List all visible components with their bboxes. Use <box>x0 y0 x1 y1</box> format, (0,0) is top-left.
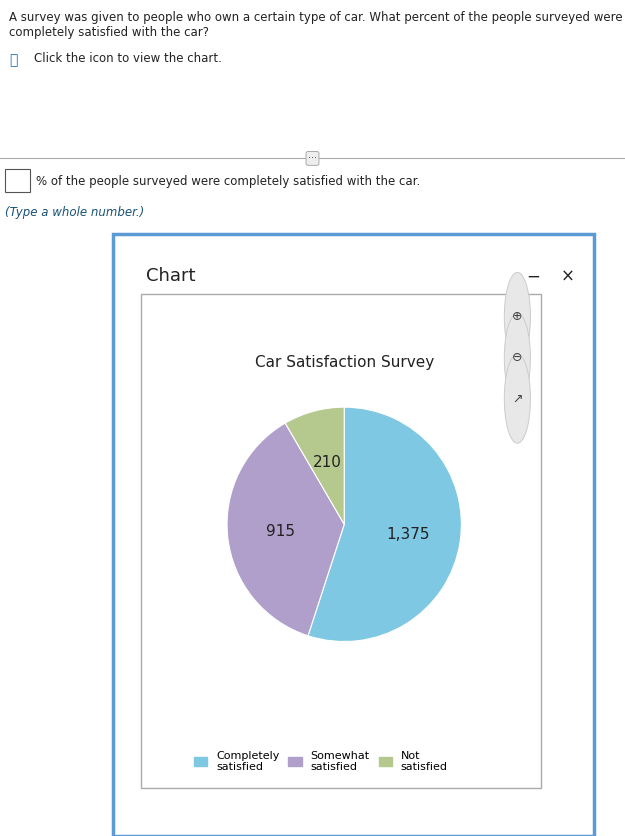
Text: ×: × <box>561 268 574 285</box>
Text: 210: 210 <box>313 455 342 470</box>
Circle shape <box>504 314 531 402</box>
Text: Chart: Chart <box>146 268 196 285</box>
Text: 1,375: 1,375 <box>386 527 429 542</box>
Title: Car Satisfaction Survey: Car Satisfaction Survey <box>254 354 434 370</box>
Text: (Type a whole number.): (Type a whole number.) <box>5 206 144 219</box>
FancyBboxPatch shape <box>141 294 541 788</box>
Text: ···: ··· <box>308 154 317 163</box>
Wedge shape <box>285 407 344 524</box>
Text: Click the icon to view the chart.: Click the icon to view the chart. <box>34 52 222 65</box>
Wedge shape <box>308 407 461 641</box>
Text: ↗: ↗ <box>512 392 522 405</box>
Text: ⊕: ⊕ <box>512 310 522 324</box>
Circle shape <box>504 354 531 443</box>
Text: 915: 915 <box>266 523 294 538</box>
FancyBboxPatch shape <box>5 169 30 191</box>
Text: A survey was given to people who own a certain type of car. What percent of the : A survey was given to people who own a c… <box>9 11 623 38</box>
Wedge shape <box>227 423 344 636</box>
Text: −: − <box>527 268 541 285</box>
Text: % of the people surveyed were completely satisfied with the car.: % of the people surveyed were completely… <box>36 175 421 188</box>
Circle shape <box>504 273 531 361</box>
Text: ⊖: ⊖ <box>512 351 522 364</box>
Legend: Completely
satisfied, Somewhat
satisfied, Not
satisfied: Completely satisfied, Somewhat satisfied… <box>189 746 452 777</box>
FancyBboxPatch shape <box>112 234 594 836</box>
Text: 📈: 📈 <box>9 54 18 68</box>
